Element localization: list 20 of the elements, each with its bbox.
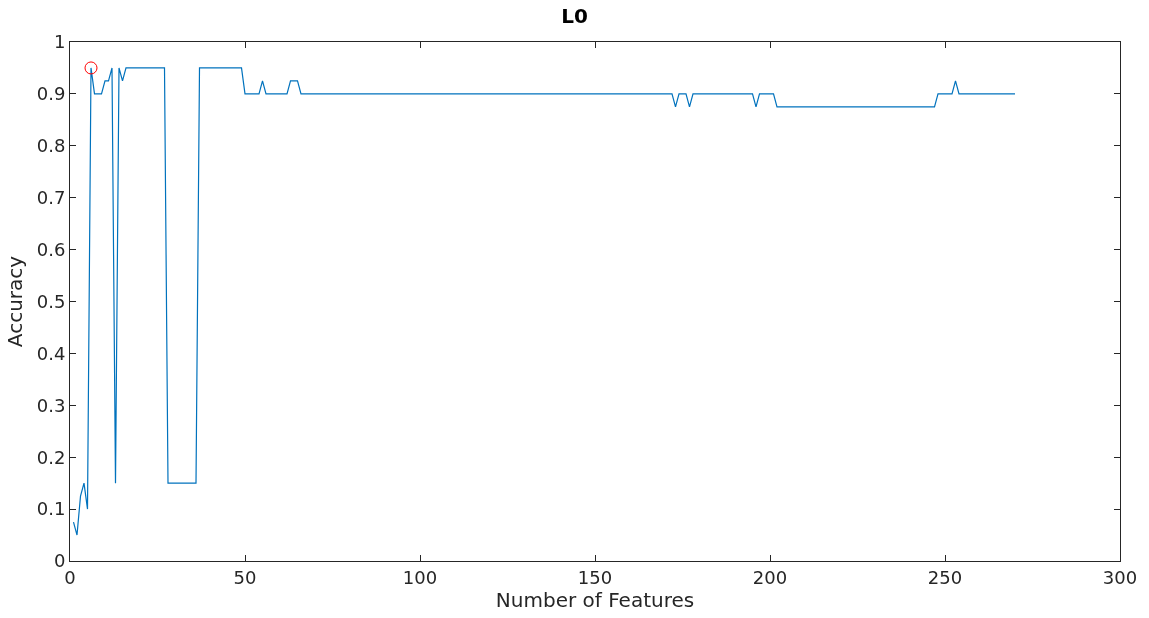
y-axis-title: Accuracy bbox=[3, 255, 28, 348]
y-tick-label: 0.5 bbox=[36, 290, 66, 312]
y-tick-label: 0.9 bbox=[36, 83, 66, 105]
x-tick-label: 250 bbox=[927, 566, 963, 588]
y-tick-label: 0.8 bbox=[36, 135, 66, 157]
y-tick-label: 1 bbox=[53, 31, 66, 53]
x-tick-label: 50 bbox=[233, 566, 257, 588]
y-tick-label: 0.3 bbox=[36, 394, 66, 416]
y-tick-label: 0 bbox=[53, 550, 66, 572]
y-tick-label: 0.7 bbox=[36, 187, 66, 208]
x-tick-label: 200 bbox=[752, 566, 788, 588]
y-tick-label: 0.4 bbox=[36, 342, 66, 364]
y-tick-label: 0.1 bbox=[36, 498, 66, 520]
y-tick-label: 0.6 bbox=[36, 238, 66, 260]
x-axis-title: Number of Features bbox=[495, 587, 695, 612]
x-tick-label: 100 bbox=[402, 566, 438, 588]
y-tick-label: 0.2 bbox=[36, 446, 66, 468]
chart-title: L0 bbox=[561, 4, 588, 29]
x-tick-label: 300 bbox=[1102, 566, 1138, 588]
x-tick-label: 150 bbox=[577, 566, 613, 588]
